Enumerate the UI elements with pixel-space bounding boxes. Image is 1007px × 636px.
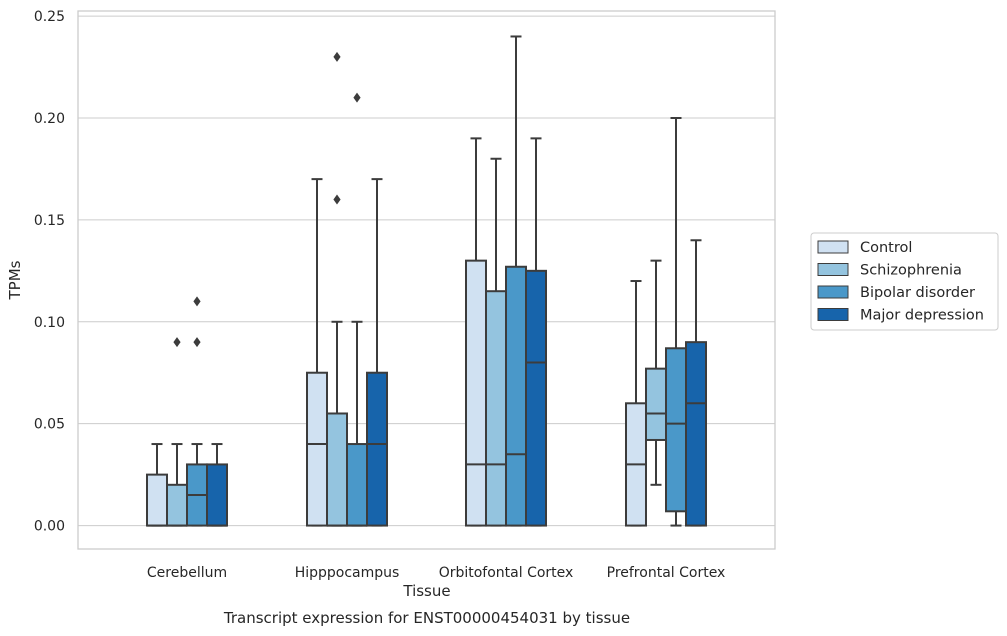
outlier-point [173, 337, 181, 348]
box [485, 290, 507, 527]
box-group [306, 178, 328, 527]
legend-label: Major depression [860, 308, 984, 324]
box [166, 483, 188, 527]
box-group [465, 137, 487, 527]
box-group [525, 137, 547, 527]
outlier-point [193, 296, 201, 307]
box-group [166, 337, 188, 527]
box [346, 443, 368, 527]
outlier-point [353, 92, 361, 103]
box [366, 371, 388, 527]
plot-frame [77, 10, 776, 550]
legend-swatch [817, 240, 849, 254]
box [146, 473, 168, 527]
box-group [685, 239, 707, 527]
y-tick-label: 0.20 [34, 111, 65, 127]
box-group [625, 280, 647, 527]
outlier-point [333, 51, 341, 62]
legend-label: Bipolar disorder [860, 285, 975, 301]
legend-swatch [817, 308, 849, 321]
box-group [206, 443, 228, 527]
box-group [346, 92, 368, 527]
x-tick-labels: Cerebellum Hipppocampus Orbitofontal Corte… [147, 565, 725, 581]
box [206, 463, 228, 527]
box-group [326, 51, 348, 527]
legend-label: Control [860, 240, 912, 256]
box-group [186, 296, 208, 527]
box-group [645, 259, 667, 486]
y-tick-labels: 0.00 0.05 0.10 0.15 0.20 0.25 [34, 9, 65, 534]
x-tick-label: Cerebellum [147, 565, 227, 581]
box [306, 371, 328, 527]
y-tick-label: 0.10 [34, 315, 65, 331]
chart-caption: Transcript expression for ENST0000045403… [223, 609, 630, 627]
box [505, 265, 527, 527]
y-tick-label: 0.00 [34, 519, 65, 535]
x-tick-label: Orbitofontal Cortex [439, 565, 574, 581]
legend-swatch [817, 285, 849, 299]
y-axis-label: TPMs [6, 260, 24, 300]
legend-frame [810, 232, 999, 331]
box [665, 347, 687, 513]
box [465, 259, 487, 527]
y-tick-label: 0.25 [34, 9, 65, 25]
box-group [505, 35, 527, 527]
x-tick-label: Prefrontal Cortex [607, 565, 726, 581]
box-group [146, 443, 168, 527]
box [326, 412, 348, 527]
box-group [485, 157, 507, 527]
box [525, 269, 547, 527]
legend-swatch [817, 263, 849, 276]
legend: Control Schizophrenia Bipolar disorder Majo… [810, 232, 999, 331]
box [685, 341, 707, 527]
legend-label: Schizophrenia [860, 263, 962, 279]
y-tick-label: 0.15 [34, 213, 65, 229]
outlier-point [333, 194, 341, 205]
box [645, 367, 667, 441]
gridlines [78, 15, 775, 527]
y-tick-label: 0.05 [34, 417, 65, 433]
x-axis-label: Tissue [402, 582, 450, 600]
box-group [366, 178, 388, 527]
box-plot-area [146, 35, 707, 527]
outlier-point [193, 337, 201, 348]
x-tick-label: Hipppocampus [295, 565, 400, 581]
